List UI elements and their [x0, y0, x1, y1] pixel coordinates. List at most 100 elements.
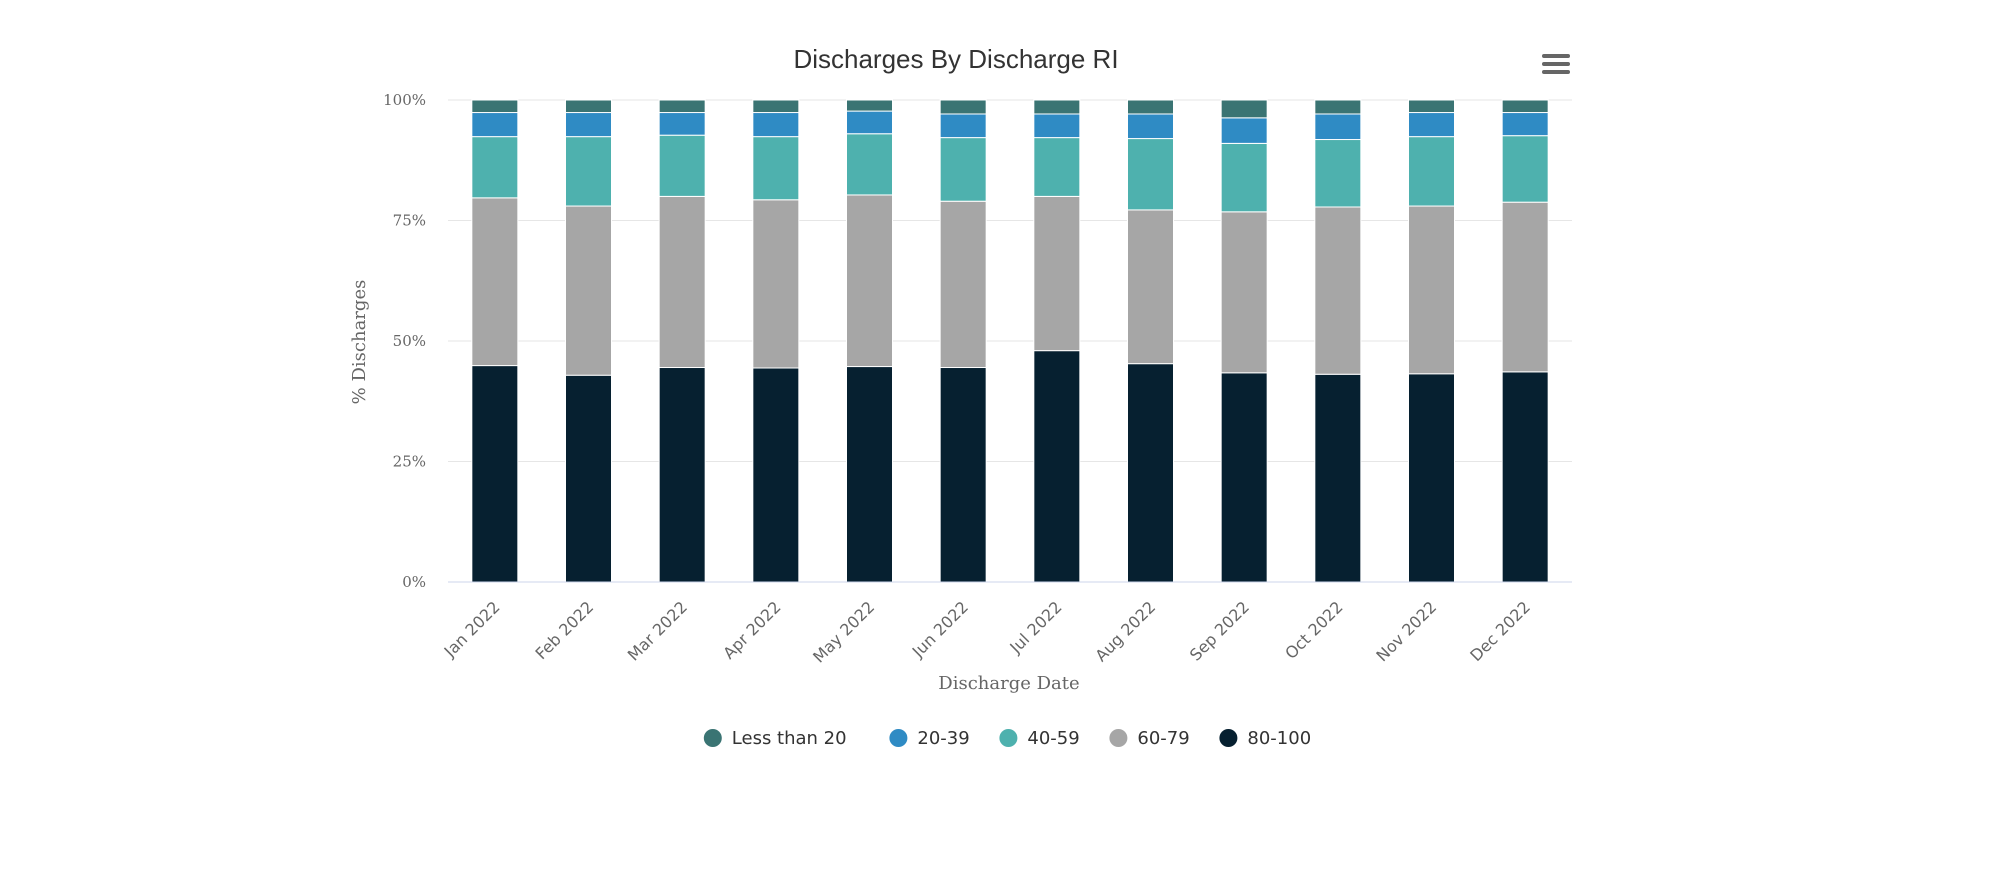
- bar-segment[interactable]: [471, 365, 519, 583]
- bar-segment[interactable]: [658, 112, 706, 136]
- legend: Less than 20 20-39 40-59 60-79 80-100: [703, 728, 1311, 749]
- grid-lines: [448, 99, 1572, 462]
- legend-marker: [999, 729, 1018, 747]
- bar-segment[interactable]: [1408, 373, 1455, 583]
- bar-segment[interactable]: [1408, 112, 1455, 138]
- bar-segment[interactable]: [752, 112, 800, 138]
- legend-label: 20-39: [917, 728, 969, 749]
- bar-segment[interactable]: [1127, 209, 1174, 365]
- bar-segment[interactable]: [1220, 99, 1268, 119]
- bar-segment[interactable]: [1033, 99, 1081, 115]
- bar-segment[interactable]: [1220, 142, 1268, 213]
- bar-segment[interactable]: [1033, 113, 1081, 139]
- legend-label: 40-59: [1027, 728, 1079, 749]
- x-tick-label: Dec 2022: [1466, 597, 1534, 665]
- bar-segment[interactable]: [658, 99, 706, 114]
- bar-segment[interactable]: [846, 133, 893, 196]
- legend-item[interactable]: 60-79: [1109, 728, 1190, 749]
- bar-segment[interactable]: [1314, 373, 1362, 583]
- bar-segment[interactable]: [658, 195, 706, 369]
- bar-segment[interactable]: [1408, 136, 1455, 207]
- bar-segment[interactable]: [565, 136, 612, 207]
- x-tick-label: Mar 2022: [624, 597, 691, 664]
- bar-segment[interactable]: [1127, 113, 1174, 140]
- bar-segment[interactable]: [846, 194, 893, 368]
- bar-segment[interactable]: [939, 137, 987, 202]
- bar-segment[interactable]: [939, 113, 987, 139]
- bar-segment[interactable]: [1314, 139, 1362, 208]
- bar-segment[interactable]: [752, 367, 800, 583]
- bar-segment[interactable]: [1314, 113, 1362, 141]
- legend-item[interactable]: 40-59: [999, 728, 1080, 749]
- x-tick-label: May 2022: [809, 597, 878, 666]
- x-tick-label: Oct 2022: [1281, 597, 1346, 662]
- bar-segment[interactable]: [1220, 372, 1268, 583]
- bar-segment[interactable]: [1408, 99, 1455, 114]
- hamburger-menu-icon[interactable]: [1542, 54, 1570, 74]
- bar-segment[interactable]: [1501, 371, 1549, 583]
- bar-segment[interactable]: [846, 366, 893, 583]
- x-tick-label: Jan 2022: [440, 597, 504, 661]
- bar-segment[interactable]: [471, 136, 519, 199]
- y-axis-ticks: 0% 25% 50% 75% 100%: [383, 91, 426, 591]
- y-tick-label: 0%: [402, 573, 426, 591]
- legend-marker: [1219, 729, 1238, 747]
- bar-segment[interactable]: [1033, 350, 1081, 583]
- bar-segment[interactable]: [1501, 112, 1549, 137]
- legend-item[interactable]: 20-39: [889, 728, 970, 749]
- bar-segment[interactable]: [752, 136, 800, 201]
- bar-segment[interactable]: [658, 367, 706, 583]
- bar-segment[interactable]: [471, 99, 519, 114]
- bar-segment[interactable]: [752, 199, 800, 369]
- bar-segment[interactable]: [846, 99, 893, 112]
- legend-label: 60-79: [1137, 728, 1189, 749]
- bar-segment[interactable]: [939, 367, 987, 583]
- x-tick-label: Apr 2022: [719, 597, 784, 662]
- bar-segment[interactable]: [752, 99, 800, 114]
- legend-label: 80-100: [1247, 728, 1311, 749]
- bars: [471, 99, 1549, 583]
- bar-segment[interactable]: [658, 134, 706, 197]
- bar-segment[interactable]: [565, 112, 612, 138]
- bar-segment[interactable]: [1501, 99, 1549, 114]
- x-tick-label: Aug 2022: [1091, 597, 1159, 665]
- bar-segment[interactable]: [1501, 135, 1549, 203]
- bar-segment[interactable]: [1127, 138, 1174, 211]
- bar-segment[interactable]: [939, 99, 987, 115]
- bar-segment[interactable]: [1033, 137, 1081, 197]
- bar-segment[interactable]: [1501, 201, 1549, 373]
- legend-label: Less than 20: [732, 728, 847, 749]
- y-axis-title: % Discharges: [349, 280, 370, 405]
- y-tick-label: 75%: [393, 212, 426, 230]
- x-tick-label: Feb 2022: [531, 597, 597, 663]
- bar-segment[interactable]: [565, 374, 612, 583]
- bar-segment[interactable]: [1033, 195, 1081, 352]
- x-axis-title: Discharge Date: [938, 673, 1079, 694]
- bar-segment[interactable]: [1314, 206, 1362, 375]
- chart-title: Discharges By Discharge RI: [793, 44, 1118, 74]
- bar-segment[interactable]: [1220, 211, 1268, 374]
- x-axis-ticks: Jan 2022 Feb 2022 Mar 2022 Apr 2022 May 2022…: [440, 597, 1534, 666]
- legend-item[interactable]: Less than 20: [703, 728, 847, 749]
- bar-segment[interactable]: [471, 197, 519, 367]
- bar-segment[interactable]: [846, 110, 893, 135]
- x-tick-label: Jun 2022: [908, 597, 972, 661]
- y-tick-label: 50%: [393, 332, 426, 350]
- x-tick-label: Jul 2022: [1005, 597, 1065, 657]
- bar-segment[interactable]: [1127, 363, 1174, 583]
- bar-segment[interactable]: [1220, 117, 1268, 144]
- legend-marker: [703, 729, 722, 747]
- bar-segment[interactable]: [471, 112, 519, 138]
- bar-segment[interactable]: [565, 99, 612, 114]
- legend-item[interactable]: 80-100: [1219, 728, 1311, 749]
- bar-segment[interactable]: [1127, 99, 1174, 115]
- x-tick-label: Nov 2022: [1372, 597, 1440, 665]
- bar-segment[interactable]: [939, 200, 987, 369]
- legend-marker: [889, 729, 908, 747]
- x-tick-label: Sep 2022: [1186, 597, 1253, 664]
- bar-segment[interactable]: [565, 205, 612, 376]
- bar-segment[interactable]: [1314, 99, 1362, 115]
- bar-segment[interactable]: [1408, 205, 1455, 375]
